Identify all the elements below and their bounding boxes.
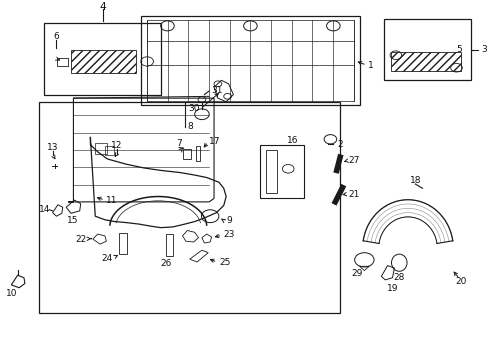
Text: 6: 6 bbox=[54, 32, 59, 41]
Bar bbox=[196, 147, 199, 161]
Bar bbox=[390, 51, 460, 71]
Text: 29: 29 bbox=[351, 269, 362, 278]
Text: 20: 20 bbox=[455, 277, 466, 286]
Text: 10: 10 bbox=[5, 289, 17, 298]
Bar bbox=[260, 145, 303, 198]
Text: 19: 19 bbox=[386, 284, 397, 293]
Text: 18: 18 bbox=[408, 176, 420, 185]
Text: 2: 2 bbox=[337, 140, 343, 149]
Bar bbox=[105, 146, 113, 155]
Text: 21: 21 bbox=[348, 189, 360, 198]
Text: 26: 26 bbox=[160, 259, 171, 268]
Text: 27: 27 bbox=[348, 156, 360, 165]
Bar bbox=[165, 234, 172, 256]
Text: 30: 30 bbox=[187, 104, 199, 113]
Text: 16: 16 bbox=[287, 136, 298, 145]
Text: 12: 12 bbox=[111, 141, 122, 150]
Bar bbox=[182, 149, 191, 159]
Text: 23: 23 bbox=[224, 230, 235, 239]
Text: 25: 25 bbox=[219, 258, 230, 267]
Text: 28: 28 bbox=[393, 274, 404, 283]
Text: 5: 5 bbox=[455, 45, 461, 54]
Bar bbox=[119, 233, 126, 254]
Bar bbox=[40, 102, 340, 313]
Text: 4: 4 bbox=[99, 2, 105, 12]
Bar bbox=[57, 58, 68, 66]
Bar bbox=[71, 50, 136, 73]
Bar bbox=[147, 20, 353, 101]
Bar bbox=[95, 143, 107, 154]
Text: 7: 7 bbox=[176, 139, 182, 148]
Text: 1: 1 bbox=[367, 61, 373, 70]
Text: 15: 15 bbox=[66, 216, 78, 225]
Text: 13: 13 bbox=[47, 143, 59, 152]
Text: 22: 22 bbox=[76, 235, 87, 244]
Bar bbox=[383, 19, 470, 80]
Text: 24: 24 bbox=[101, 254, 112, 263]
Text: 31: 31 bbox=[211, 86, 223, 95]
Text: 11: 11 bbox=[106, 195, 118, 204]
Text: 17: 17 bbox=[209, 137, 220, 146]
Text: 14: 14 bbox=[39, 205, 50, 214]
Text: 3: 3 bbox=[481, 45, 487, 54]
Bar bbox=[141, 16, 359, 105]
Text: 8: 8 bbox=[187, 122, 193, 131]
Bar bbox=[265, 150, 276, 193]
Text: 9: 9 bbox=[226, 216, 231, 225]
Bar bbox=[44, 23, 161, 95]
